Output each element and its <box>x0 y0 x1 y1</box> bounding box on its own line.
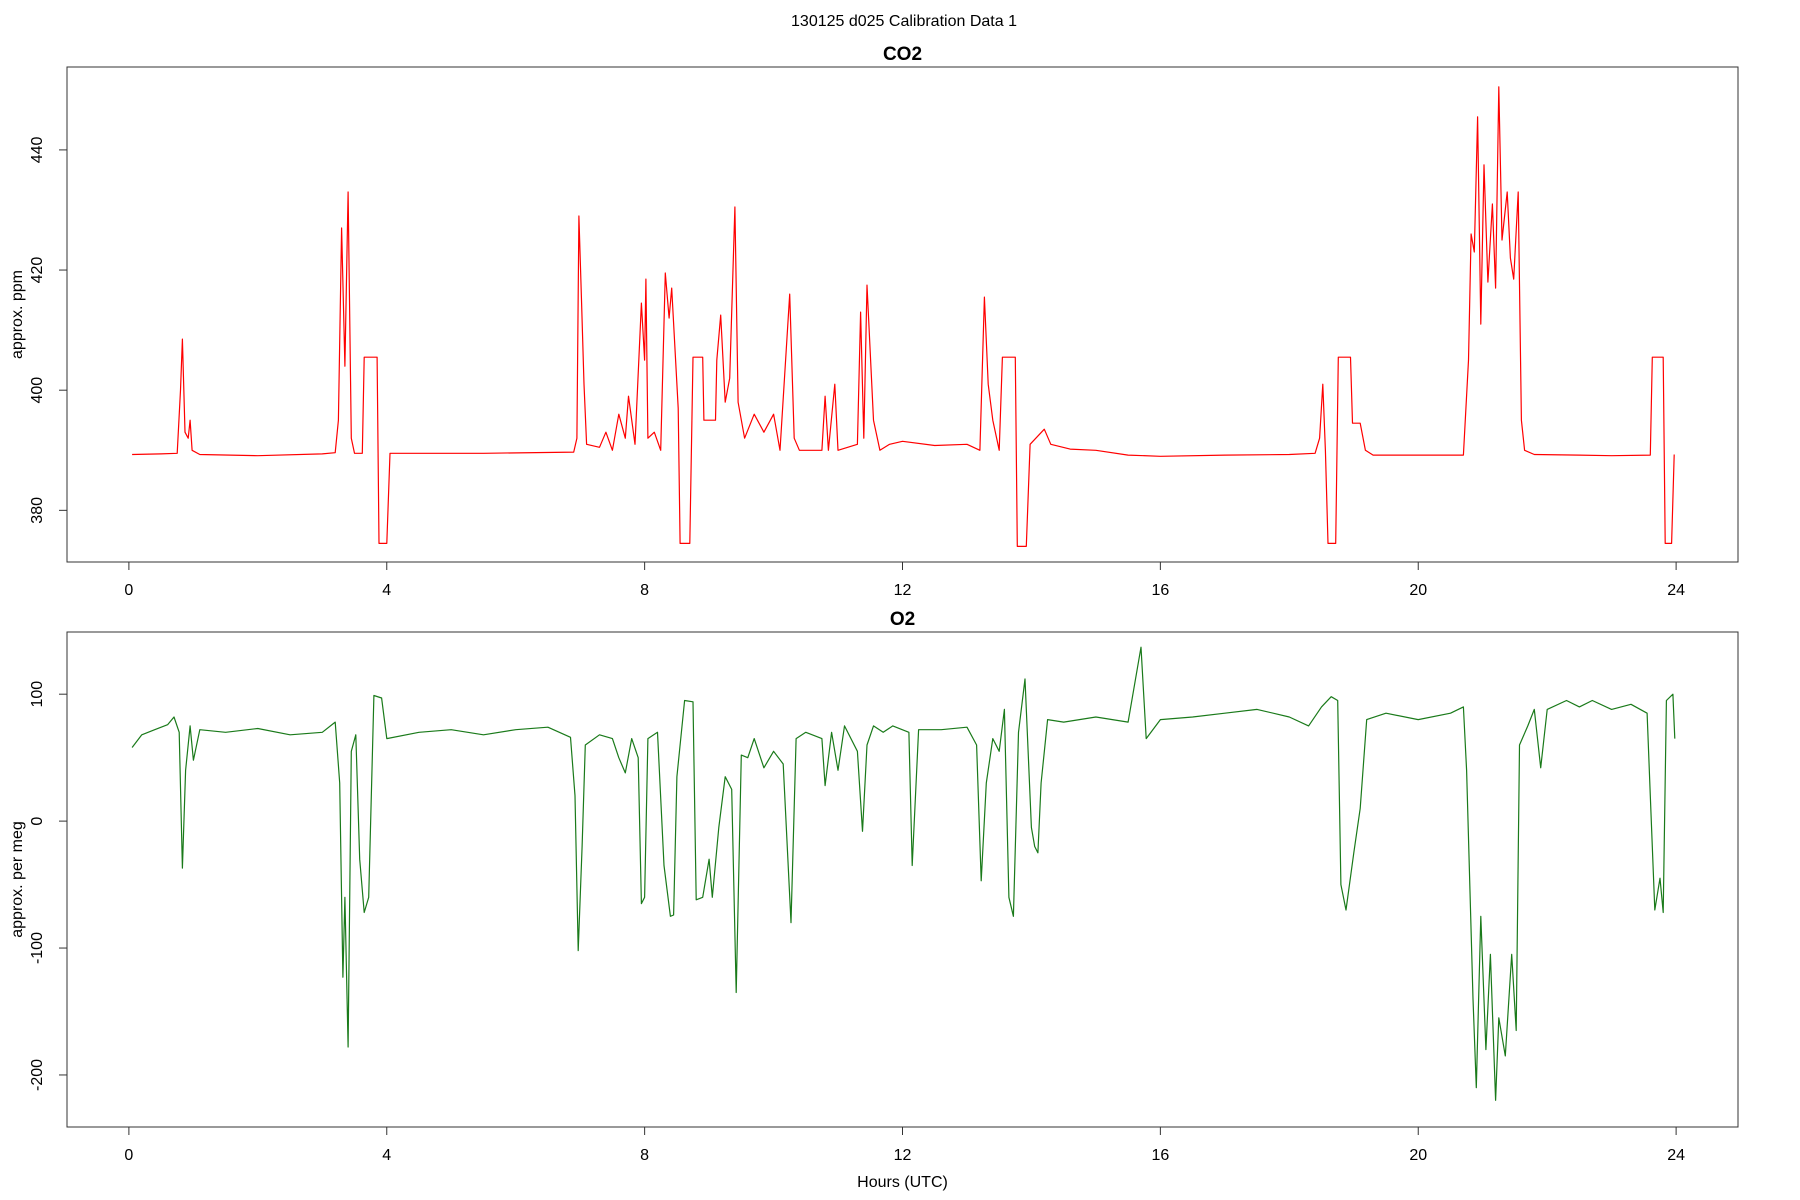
data-line <box>132 86 1675 547</box>
y-tick-label: 0 <box>29 817 46 826</box>
x-tick-label: 24 <box>1667 1147 1685 1164</box>
x-tick-label: 8 <box>640 582 649 599</box>
y-tick-label: 380 <box>29 497 46 524</box>
x-tick-label: 12 <box>894 1147 912 1164</box>
x-tick-label: 20 <box>1409 1147 1427 1164</box>
x-tick-label: 0 <box>124 582 133 599</box>
x-tick-label: 12 <box>894 582 912 599</box>
y-tick-label: 400 <box>29 377 46 404</box>
plot-box <box>66 66 1739 563</box>
chart-title: O2 <box>890 609 915 630</box>
x-tick-label: 4 <box>382 582 391 599</box>
figure-title: 130125 d025 Calibration Data 1 <box>791 13 1017 30</box>
y-tick-label: -200 <box>29 1059 46 1091</box>
x-tick-label: 0 <box>124 1147 133 1164</box>
y-tick-label: -100 <box>29 932 46 964</box>
y-tick-label: 440 <box>29 136 46 163</box>
chart-title: CO2 <box>883 44 922 65</box>
y-tick-label: 100 <box>29 681 46 708</box>
x-tick-label: 16 <box>1151 582 1169 599</box>
x-axis-label: Hours (UTC) <box>857 1174 948 1191</box>
y-axis-label: approx. ppm <box>9 270 26 359</box>
y-axis-label: approx. per meg <box>9 821 26 938</box>
plot-box <box>66 631 1739 1128</box>
x-tick-label: 20 <box>1409 582 1427 599</box>
x-tick-label: 4 <box>382 1147 391 1164</box>
y-tick-label: 420 <box>29 257 46 284</box>
x-tick-label: 16 <box>1151 1147 1169 1164</box>
data-line <box>131 646 1676 1101</box>
x-tick-label: 8 <box>640 1147 649 1164</box>
x-tick-label: 24 <box>1667 582 1685 599</box>
